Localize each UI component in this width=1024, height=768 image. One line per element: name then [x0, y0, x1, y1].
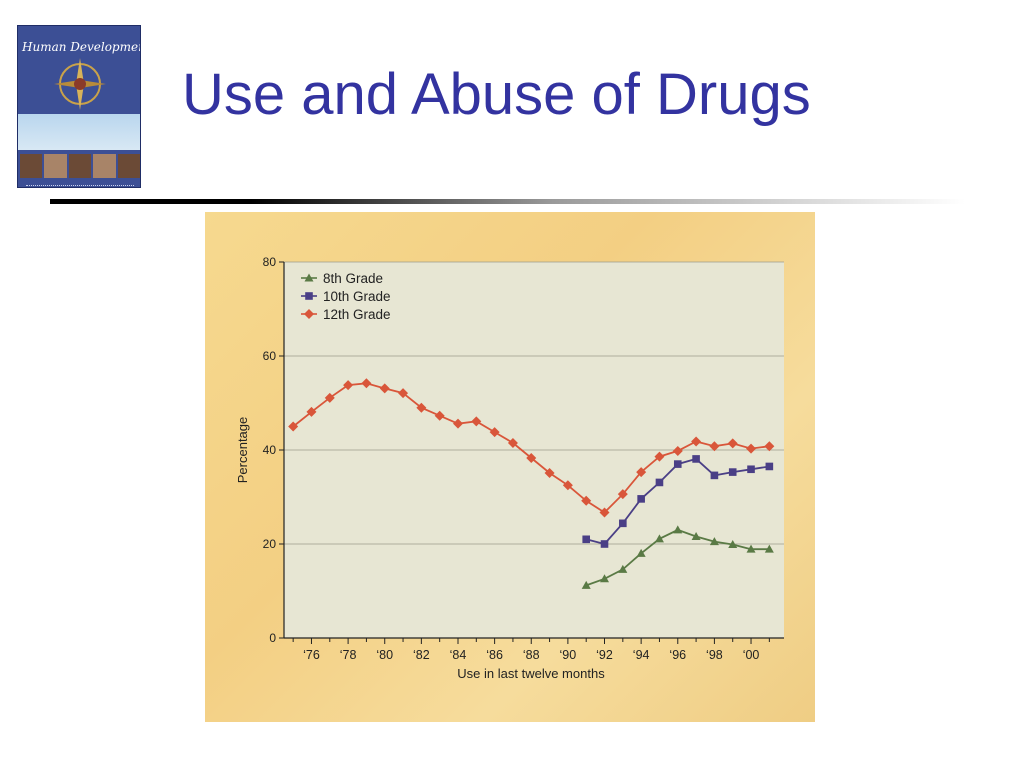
- x-tick-labels: ‘76 ‘78 ‘80 ‘82 ‘84 ‘86 ‘88 ‘90 ‘92 ‘94 ‘96 ‘98 ‘00: [292, 638, 770, 662]
- data-point: [655, 478, 664, 487]
- data-point: [434, 410, 445, 421]
- book-title: Human Development: [22, 40, 141, 54]
- data-point: [709, 537, 719, 546]
- x-tick-label: ‘82: [413, 648, 430, 662]
- x-tick-label: ‘92: [596, 648, 613, 662]
- legend-label: 12th Grade: [323, 307, 391, 322]
- data-point: [746, 544, 756, 553]
- legend-marker: [304, 273, 314, 282]
- data-point: [654, 534, 664, 543]
- data-point: [324, 392, 335, 403]
- series-10th-grade: [582, 455, 774, 548]
- x-tick-label: ‘96: [669, 648, 686, 662]
- data-point: [654, 451, 665, 462]
- data-point: [489, 427, 500, 438]
- x-tick-label: ‘90: [560, 648, 577, 662]
- data-point: [581, 580, 591, 589]
- data-point: [452, 418, 463, 429]
- data-point: [692, 455, 700, 463]
- x-tick-label: ‘80: [376, 648, 393, 662]
- grid-lines: [284, 261, 784, 545]
- data-point: [288, 421, 299, 432]
- data-point: [544, 468, 555, 479]
- x-tick-label: ‘84: [450, 648, 467, 662]
- line-chart: 0 20 40 60 80 ‘76 ‘78 ‘80 ‘82 ‘84 ‘86 ‘88 ‘90 ‘92 ‘94…: [235, 255, 784, 681]
- x-tick-label: ‘00: [743, 648, 760, 662]
- book-cover-sky: [18, 114, 140, 150]
- legend-label: 10th Grade: [323, 289, 391, 304]
- data-point: [361, 378, 372, 389]
- book-cover-authors: [26, 185, 134, 187]
- y-tick-label: 0: [269, 631, 276, 645]
- data-point: [582, 535, 590, 544]
- compass-rose-icon: [54, 58, 106, 110]
- y-tick-label: 20: [263, 537, 277, 551]
- data-point: [710, 471, 719, 480]
- y-tick-label: 80: [263, 255, 277, 269]
- data-point: [673, 460, 682, 468]
- y-axis-label: Percentage: [235, 417, 250, 484]
- data-point: [637, 495, 645, 503]
- data-point: [747, 465, 755, 474]
- data-point: [636, 548, 646, 557]
- data-point: [691, 436, 702, 447]
- data-point: [764, 544, 774, 553]
- data-point: [581, 495, 592, 506]
- data-point: [764, 441, 775, 452]
- data-point: [526, 452, 537, 463]
- data-point: [673, 525, 683, 534]
- data-point: [600, 574, 610, 583]
- data-point: [746, 443, 757, 454]
- x-axis-label: Use in last twelve months: [457, 666, 605, 681]
- data-point: [507, 437, 518, 448]
- series-12th-grade: [288, 378, 775, 518]
- data-point: [672, 445, 683, 456]
- data-point: [600, 540, 609, 548]
- y-tick-label: 60: [263, 349, 277, 363]
- y-tick-label: 40: [263, 443, 277, 457]
- data-point: [471, 416, 482, 427]
- title-divider: [50, 199, 965, 204]
- legend-marker: [304, 309, 314, 319]
- x-tick-label: ‘88: [523, 648, 540, 662]
- data-point: [618, 564, 628, 573]
- slide-title: Use and Abuse of Drugs: [182, 62, 811, 127]
- y-tick-labels: 0 20 40 60 80: [263, 255, 284, 645]
- legend-marker: [305, 292, 313, 300]
- legend: 8th Grade 10th Grade 12th Grade: [301, 271, 391, 322]
- data-point: [306, 406, 317, 417]
- data-point: [619, 519, 627, 528]
- book-cover: Human Development: [17, 25, 141, 188]
- data-point: [709, 441, 720, 452]
- data-point: [728, 468, 737, 476]
- series-8th-grade: [581, 525, 774, 589]
- x-tick-label: ‘76: [303, 648, 320, 662]
- data-point: [728, 539, 738, 548]
- legend-label: 8th Grade: [323, 271, 383, 286]
- data-point: [636, 467, 647, 478]
- data-point: [691, 531, 701, 540]
- data-point: [379, 383, 390, 394]
- book-cover-photos: [20, 154, 140, 178]
- x-tick-label: ‘86: [486, 648, 503, 662]
- data-point: [599, 507, 610, 518]
- x-tick-label: ‘94: [633, 648, 650, 662]
- data-point: [398, 388, 409, 399]
- data-point: [416, 402, 427, 413]
- data-point: [727, 438, 738, 449]
- data-point: [562, 480, 573, 491]
- chart-figure: 0 20 40 60 80 ‘76 ‘78 ‘80 ‘82 ‘84 ‘86 ‘88 ‘90 ‘92 ‘94…: [205, 212, 815, 722]
- data-point: [343, 380, 354, 391]
- series-group: [288, 378, 775, 589]
- data-point: [617, 489, 628, 500]
- data-point: [765, 462, 774, 471]
- x-tick-label: ‘78: [340, 648, 357, 662]
- x-tick-label: ‘98: [706, 648, 723, 662]
